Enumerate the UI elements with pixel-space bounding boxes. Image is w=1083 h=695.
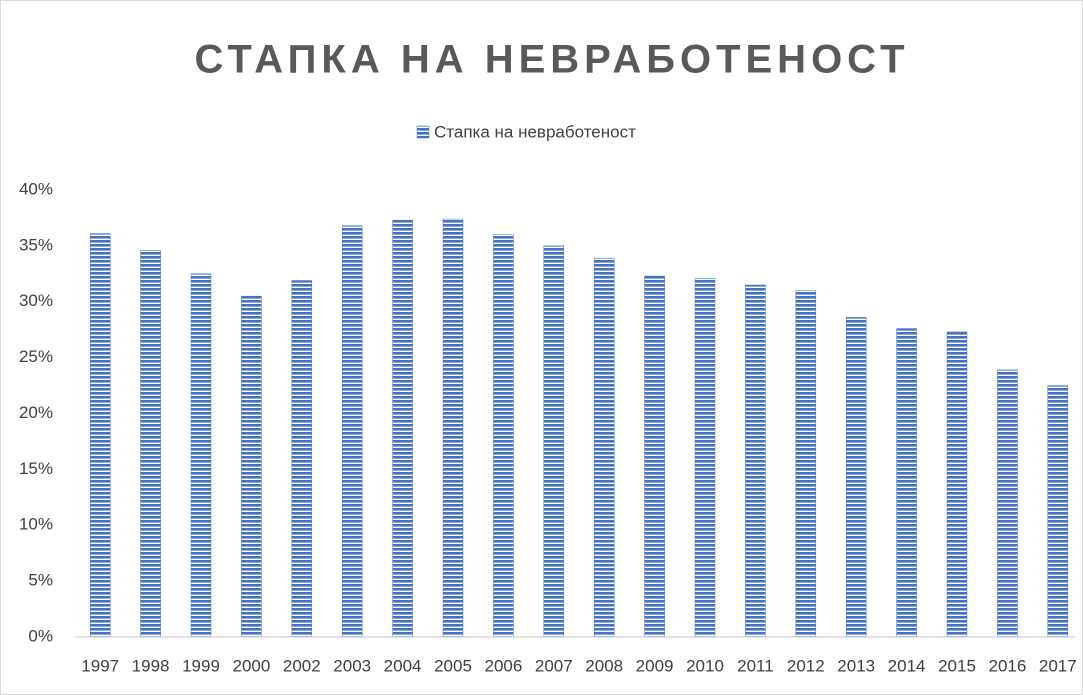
x-tick-label: 2005 [434,656,472,675]
x-tick-label: 2014 [888,656,926,675]
x-tick-label: 2015 [938,656,976,675]
bar [442,218,464,638]
y-tick-label: 30% [19,291,53,310]
x-tick-label: 2004 [384,656,422,675]
x-tick-label: 2008 [585,656,623,675]
bar [291,280,313,638]
x-tick-label: 2003 [333,656,371,675]
x-tick-label: 1997 [81,656,119,675]
bar [745,284,766,638]
x-tick-label: 2009 [636,656,674,675]
x-tick-label: 2011 [737,656,774,675]
bar [89,233,111,638]
x-tick-label: 2012 [787,656,825,675]
y-tick-label: 20% [19,403,53,422]
y-tick-label: 0% [28,626,53,645]
x-tick-label: 2006 [484,656,522,675]
y-tick-label: 10% [19,515,53,534]
y-tick-label: 15% [19,459,53,478]
bar [694,278,716,638]
bar [392,219,413,638]
x-tick-label: 2016 [988,656,1026,675]
x-tick-label: 2002 [283,656,321,675]
y-tick-label: 35% [19,235,53,254]
legend-label: Стапка на невработеност [434,122,636,141]
bar [543,245,565,638]
x-tick-label: 2000 [232,656,270,675]
x-tick-label: 1999 [182,656,220,675]
bar [593,257,615,638]
bar [997,369,1018,638]
x-tick-label: 2010 [686,656,724,675]
bar [1047,385,1069,638]
bar [644,275,665,638]
x-tick-label: 2007 [535,656,573,675]
bar [190,273,212,638]
chart-title: СТАПКА НА НЕВРАБОТЕНОСТ [194,38,909,82]
x-tick-label: 2013 [837,656,875,675]
x-tick-label: 2017 [1039,656,1077,675]
bar [795,290,817,638]
bar [493,234,514,638]
y-tick-label: 5% [28,571,53,590]
bar [241,295,262,638]
y-tick-label: 25% [19,347,53,366]
y-tick-label: 40% [19,179,53,198]
bar [341,225,363,638]
bar [140,250,161,638]
bar [896,328,917,638]
legend-swatch [416,125,430,139]
bar [845,317,867,638]
x-tick-label: 1998 [132,656,170,675]
bar [946,331,968,638]
